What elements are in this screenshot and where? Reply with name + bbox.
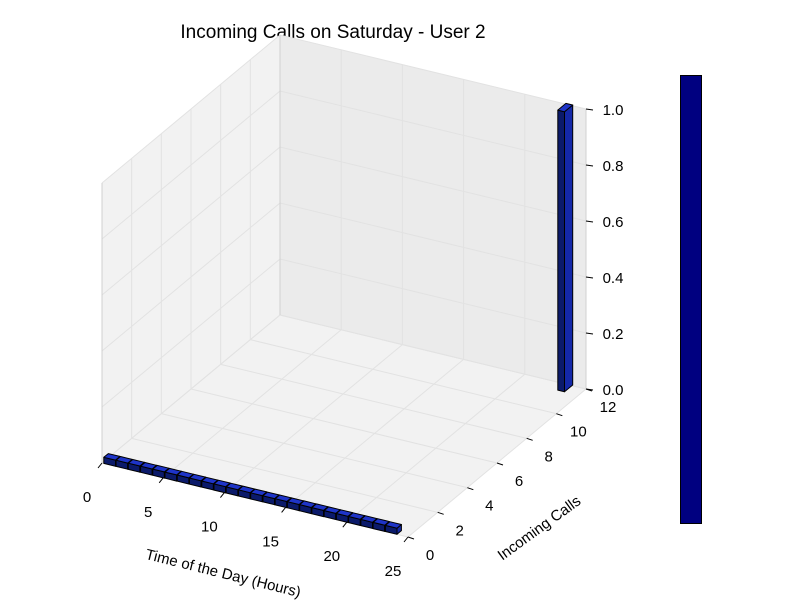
x-tick-mark (97, 462, 103, 469)
x-tick-label: 25 (385, 563, 402, 580)
data-bar-h23-top-face (384, 521, 402, 529)
y-axis-label: Incoming Calls (495, 493, 585, 565)
data-bar-h12-top-face (250, 488, 268, 497)
floor-grid-line-y (161, 413, 468, 489)
y-tick-label: 10 (570, 424, 587, 441)
z-tick-label: 1.0 (603, 102, 624, 119)
y-tick-mark (437, 511, 444, 515)
data-bar-h9-top-face (213, 479, 231, 488)
floor-grid-line-y (220, 363, 527, 439)
data-bar-h19-top-face (335, 509, 353, 517)
data-bar-tall-front-face (557, 109, 565, 393)
y-tick-mark (526, 437, 533, 441)
x-tick-label: 20 (323, 548, 340, 565)
x-tick-label: 0 (83, 489, 91, 506)
data-bar-h2-top-face (127, 459, 145, 467)
z-tick-label: 0.0 (603, 382, 624, 399)
z-tick-label: 0.8 (603, 158, 624, 175)
y-tick-mark (407, 536, 415, 540)
x-tick-mark (158, 477, 164, 484)
floor-grid-line-y (131, 437, 438, 513)
chart-title: Incoming Calls on Saturday - User 2 (180, 22, 486, 43)
data-bar-h7-top-face (189, 473, 207, 482)
z-tick-label: 0.4 (603, 270, 624, 287)
floor-grid-line-y (190, 388, 498, 464)
z-tick-mark (585, 388, 594, 391)
y-tick-label: 4 (485, 498, 493, 515)
data-bar-h22-top-face (372, 518, 390, 526)
y-tick-label: 2 (455, 522, 463, 539)
y-tick-mark (556, 413, 563, 417)
data-bar-h4-top-face (152, 464, 170, 473)
y-tick-label: 8 (544, 448, 552, 465)
x-tick-label: 15 (262, 533, 279, 550)
z-tick-label: 0.2 (603, 326, 624, 343)
z-tick-mark (585, 108, 594, 111)
x-tick-mark (220, 492, 225, 498)
y-tick-label: 0 (426, 547, 434, 564)
floor-grid-line-y (250, 339, 557, 415)
z-tick-mark (585, 164, 594, 167)
z-tick-mark (585, 276, 594, 279)
y-tick-label: 12 (600, 399, 617, 416)
right-back-pane (280, 35, 586, 389)
z-tick-label: 0.6 (603, 214, 624, 231)
x-tick-label: 10 (201, 519, 218, 536)
z-tick-mark (585, 332, 594, 335)
data-bar-tall-top-face (557, 102, 574, 113)
x-tick-label: 5 (144, 504, 152, 521)
colorbar (680, 75, 702, 524)
y-tick-mark (467, 487, 474, 491)
data-bar-tall-side-face (564, 104, 574, 393)
y-tick-mark (496, 462, 504, 466)
x-tick-mark (281, 507, 286, 513)
chart-3d-axes: 0 5 10 15 20 25 0 2 4 6 8 10 120.0 0.2 0.4 0.6 0.8 1.0 Tim… (83, 34, 624, 600)
x-tick-mark (342, 521, 348, 528)
data-bar-h17-top-face (311, 503, 329, 511)
y-tick-label: 6 (515, 473, 523, 490)
data-bar-h14-top-face (274, 494, 292, 502)
x-axis-label: Time of the Day (Hours) (144, 546, 303, 600)
x-tick-mark (403, 536, 409, 543)
z-tick-mark (585, 220, 594, 223)
